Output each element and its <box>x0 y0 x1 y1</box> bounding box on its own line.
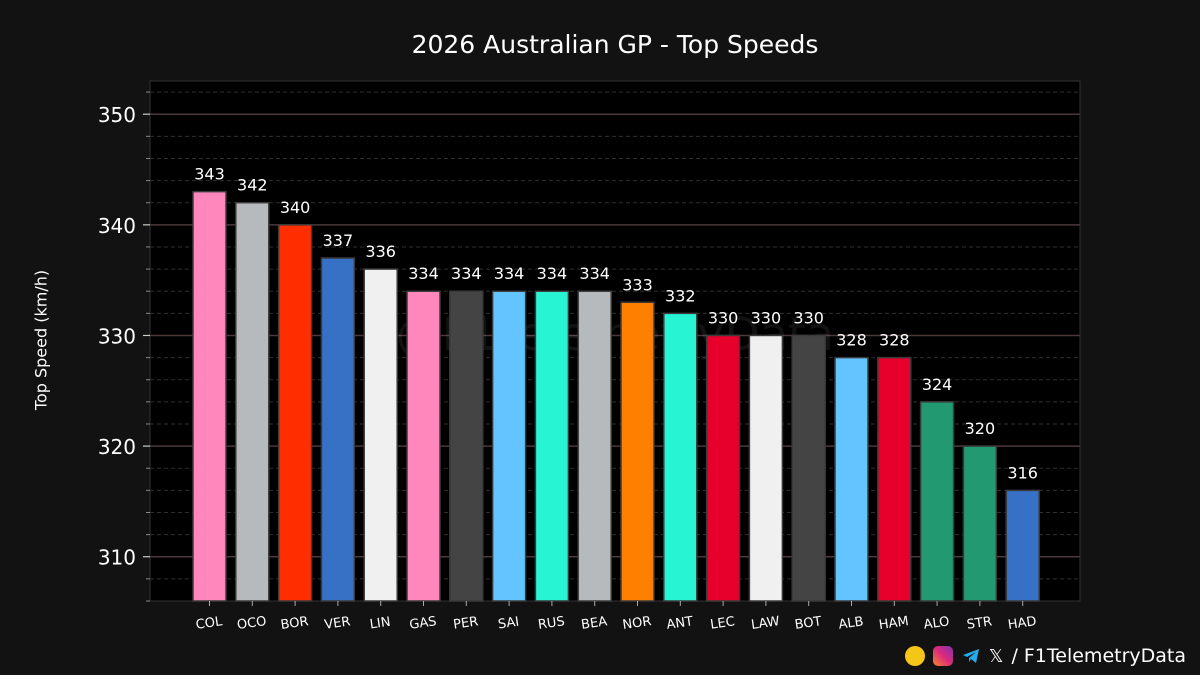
x-tick-label: VER <box>323 614 351 632</box>
x-tick-label: HAD <box>1007 614 1037 633</box>
bar-value-label: 330 <box>708 308 739 327</box>
y-tick-label: 320 <box>98 435 136 459</box>
y-tick-label: 350 <box>98 103 136 127</box>
chart-title: 2026 Australian GP - Top Speeds <box>411 30 819 59</box>
bar-value-label: 324 <box>922 375 953 394</box>
x-ticks: COL OCO BOR VER LIN GAS PER SAI RUS BEA NOR ANT LEC L… <box>195 601 1037 633</box>
footer: 𝕏 / F1TelemetryData <box>904 645 1186 667</box>
x-tick-label: ALB <box>838 614 865 632</box>
x-tick-label: BEA <box>580 614 608 632</box>
bar-value-label: 334 <box>408 264 439 283</box>
x-tick-label: STR <box>966 614 993 632</box>
x-tick-label: BOT <box>794 614 823 633</box>
bar-bea <box>577 290 612 602</box>
bar-per <box>449 290 484 602</box>
bar-oco <box>235 201 270 602</box>
bar-value-label: 320 <box>965 419 996 438</box>
x-tick-label: COL <box>195 614 224 633</box>
x-tick-label: LEC <box>709 614 735 632</box>
kofi-icon[interactable] <box>904 646 925 666</box>
bar-bor <box>277 224 313 602</box>
bars: 343 342 340 337 336 334 334 334 334 334 333 332 330 3… <box>192 165 1040 602</box>
x-tick-label: RUS <box>537 614 566 633</box>
bar-gas <box>406 290 441 602</box>
bar-value-label: 332 <box>665 286 696 305</box>
bar-lin <box>363 268 398 602</box>
y-tick-label: 330 <box>98 324 136 348</box>
bar-value-label: 334 <box>579 264 610 283</box>
x-tick-label: BOR <box>280 614 310 633</box>
footer-handle[interactable]: / F1TelemetryData <box>1011 645 1186 667</box>
bar-value-label: 330 <box>793 308 824 327</box>
bar-value-label: 333 <box>622 275 653 294</box>
bar-law <box>748 334 784 602</box>
bar-value-label: 334 <box>451 264 482 283</box>
bar-ver <box>320 257 356 602</box>
x-tick-label: OCO <box>236 614 267 633</box>
x-tick-label: ANT <box>666 614 694 633</box>
bar-alo <box>919 401 955 602</box>
bar-alb <box>834 356 869 602</box>
x-tick-label: LAW <box>750 614 781 633</box>
telegram-icon[interactable] <box>961 646 981 666</box>
bar-had <box>1005 489 1040 602</box>
bar-ham <box>877 356 912 602</box>
bar-value-label: 330 <box>751 308 782 327</box>
bar-value-label: 337 <box>323 231 354 250</box>
bar-lec <box>705 334 741 602</box>
x-tick-label: HAM <box>878 614 910 633</box>
bar-value-label: 334 <box>494 264 525 283</box>
x-tick-label: ALO <box>923 614 951 632</box>
bar-value-label: 316 <box>1007 463 1038 482</box>
x-tick-label: GAS <box>408 614 437 633</box>
bar-sai <box>491 290 527 602</box>
x-icon[interactable]: 𝕏 <box>988 645 1004 667</box>
bar-value-label: 343 <box>194 165 225 184</box>
bar-value-label: 328 <box>879 331 910 350</box>
bar-value-label: 336 <box>365 242 396 261</box>
x-tick-label: LIN <box>369 615 392 633</box>
bar-value-label: 342 <box>237 176 268 195</box>
bar-bot <box>791 334 826 602</box>
y-ticks: 310 320 330 340 350 <box>98 91 150 602</box>
y-tick-label: 310 <box>98 546 136 570</box>
x-tick-label: SAI <box>497 615 520 633</box>
y-tick-label: 340 <box>98 214 136 238</box>
bar-col <box>192 190 227 602</box>
instagram-icon[interactable] <box>932 646 953 666</box>
bar-ant <box>663 312 698 602</box>
x-tick-label: PER <box>452 614 479 632</box>
bar-rus <box>534 290 570 602</box>
x-tick-label: NOR <box>622 614 653 633</box>
bar-value-label: 328 <box>836 331 867 350</box>
bar-nor <box>620 301 655 602</box>
bar-value-label: 334 <box>537 264 568 283</box>
bar-str <box>962 445 998 602</box>
bar-value-label: 340 <box>280 198 311 217</box>
